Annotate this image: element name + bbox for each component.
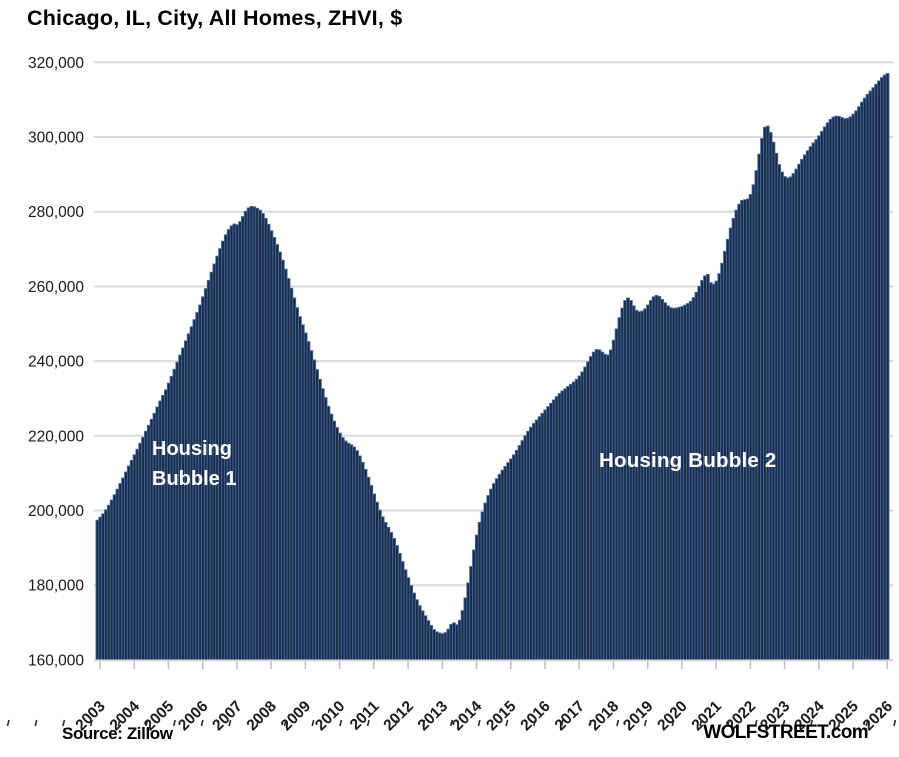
annotation-housing-bubble-1: Housing Bubble 1 [152,434,236,494]
svg-text:2015: 2015 [483,698,520,735]
svg-text:180,000: 180,000 [28,578,84,595]
svg-text:2012: 2012 [380,698,416,734]
svg-text:2016: 2016 [517,698,554,735]
annotation-line: Bubble 1 [152,468,237,490]
svg-text:2017: 2017 [552,698,588,734]
annotation-housing-bubble-2: Housing Bubble 2 [599,449,777,472]
watermark: WOLFSTREET.com [703,722,868,743]
svg-text:2007: 2007 [209,698,245,734]
y-axis-labels: 320,000 300,000 280,000 260,000 240,000 220,0… [28,55,84,670]
svg-text:200,000: 200,000 [28,503,84,520]
svg-text:2014: 2014 [449,698,486,735]
svg-text:160,000: 160,000 [28,652,84,669]
monthly-bars [95,73,890,661]
svg-text:240,000: 240,000 [28,354,84,371]
svg-text:2010: 2010 [312,698,348,734]
svg-text:2006: 2006 [175,698,212,735]
chart-title: Chicago, IL, City, All Homes, ZHVI, $ [27,6,403,30]
svg-text:320,000: 320,000 [28,55,84,72]
svg-text:2011: 2011 [347,698,383,734]
svg-text:2013: 2013 [415,698,452,735]
ruler-ticks [6,719,897,727]
svg-text:2019: 2019 [620,698,657,735]
x-axis-ticks [99,661,889,669]
svg-text:2018: 2018 [586,698,623,735]
svg-text:2009: 2009 [278,698,315,735]
source-label: Source: Zillow [62,724,173,743]
svg-text:220,000: 220,000 [28,428,84,445]
svg-text:280,000: 280,000 [28,204,84,221]
annotation-line: Housing [152,438,232,460]
svg-text:2020: 2020 [654,698,690,734]
svg-text:300,000: 300,000 [28,130,84,147]
svg-text:260,000: 260,000 [28,279,84,296]
svg-text:2008: 2008 [244,698,281,735]
